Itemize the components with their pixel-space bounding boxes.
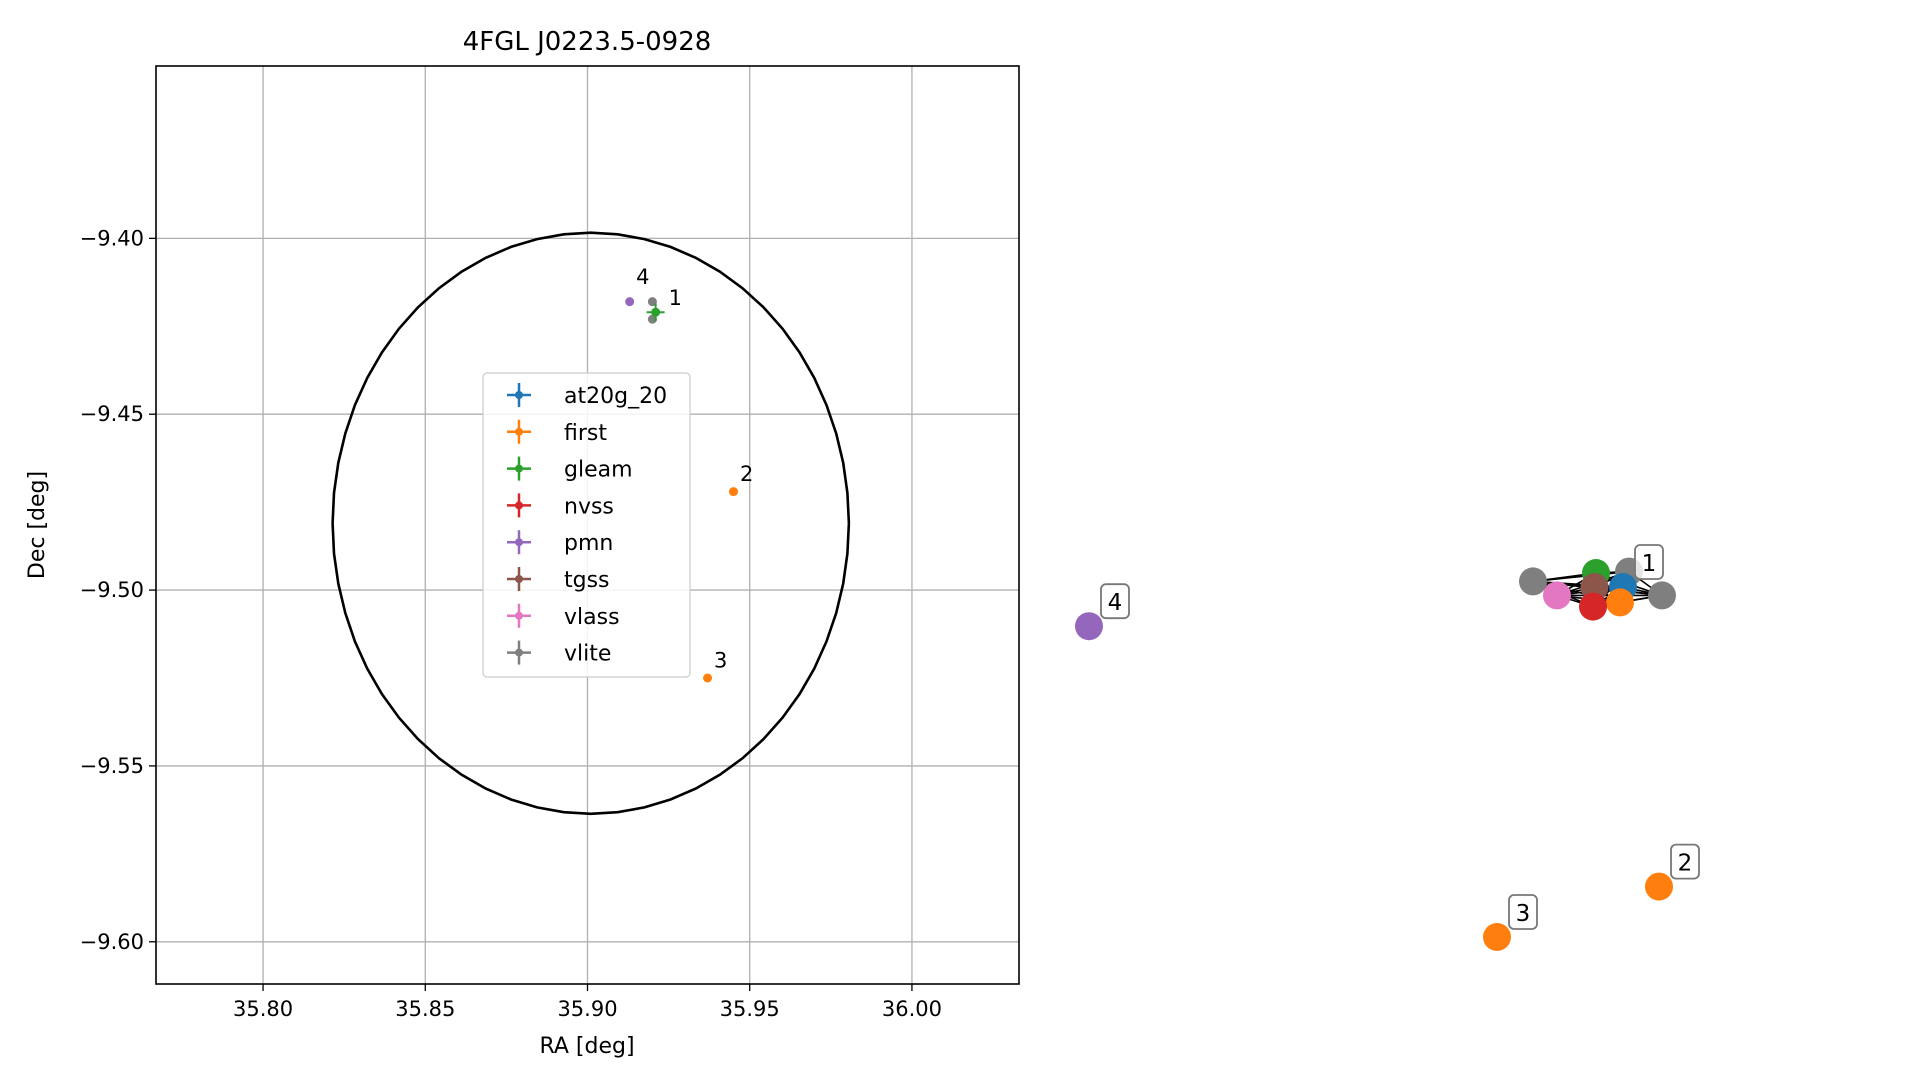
x-tick-label: 35.95 xyxy=(720,997,780,1021)
graph-label-box xyxy=(1670,843,1700,880)
graph-label-text: 1 xyxy=(1642,551,1657,577)
legend-marker-dot xyxy=(515,501,523,510)
legend-marker-dot xyxy=(515,648,523,657)
graph-label-box xyxy=(1634,544,1664,580)
graph-label-box xyxy=(1100,583,1130,620)
legend-label: first xyxy=(564,421,607,446)
point-annotation: 4 xyxy=(636,265,649,289)
legend-marker-dot xyxy=(515,464,523,473)
legend-box xyxy=(482,372,691,678)
y-tick-label: −9.60 xyxy=(80,930,144,954)
legend-label: vlass xyxy=(564,605,620,630)
point-annotation: 1 xyxy=(669,286,682,310)
localization-circle xyxy=(331,231,851,816)
graph-nodes xyxy=(1075,557,1676,951)
y-tick-label: −9.55 xyxy=(80,754,144,778)
legend-label: tgss xyxy=(564,568,610,593)
graph-node-vlass xyxy=(1543,581,1571,610)
x-tick-label: 36.00 xyxy=(882,997,942,1021)
chart-title: 4FGL J0223.5-0928 xyxy=(463,27,712,57)
point-annotation: 3 xyxy=(714,648,727,672)
point-annotation: 2 xyxy=(740,462,753,486)
legend-label: pmn xyxy=(564,531,613,556)
point-first xyxy=(703,673,713,683)
y-tick-label: −9.40 xyxy=(80,226,144,250)
legend-marker-dot xyxy=(515,391,523,399)
x-axis-label: RA [deg] xyxy=(539,1034,634,1059)
source-points xyxy=(625,297,738,683)
graph-node-pmn xyxy=(1075,612,1103,641)
localization-circle-path xyxy=(331,231,851,816)
point-pmn xyxy=(625,297,635,307)
graph-node-nvss xyxy=(1579,592,1607,621)
y-tick-label: −9.45 xyxy=(80,402,144,426)
legend-label: at20g_20 xyxy=(564,384,667,409)
graph-labels: 1 4 2 3 xyxy=(1100,544,1700,930)
graph-label-text: 2 xyxy=(1678,851,1693,877)
graph-label-text: 4 xyxy=(1108,590,1123,616)
legend-label: gleam xyxy=(564,458,633,483)
grid-lines xyxy=(156,66,1019,984)
legend-marker-dot xyxy=(515,611,523,620)
graph-node-first xyxy=(1645,872,1673,901)
graph-node-first xyxy=(1606,588,1634,617)
x-tick-label: 35.85 xyxy=(395,997,455,1021)
axis-ticks: 35.80 35.85 35.90 35.95 36.00 −9.40 −9.45 −9.50… xyxy=(80,226,942,1021)
legend-label: vlite xyxy=(564,642,611,667)
legend-marker-dot xyxy=(515,427,523,436)
crossmatch-graph-panel: 1 4 2 3 xyxy=(1075,544,1700,951)
graph-edge xyxy=(1532,570,1630,583)
point-first xyxy=(728,487,738,497)
legend-marker-dot xyxy=(515,575,523,583)
graph-label-box xyxy=(1508,894,1538,930)
y-axis-label: Dec [deg] xyxy=(25,471,50,579)
graph-node-vlite xyxy=(1648,581,1676,610)
legend-label: nvss xyxy=(564,494,614,519)
x-tick-label: 35.90 xyxy=(557,997,617,1021)
point-annotations: 41 2 3 xyxy=(636,265,753,672)
graph-node-vlite xyxy=(1519,567,1547,596)
sky-plot-panel: 41 2 3 35.80 35.85 35.90 35.95 36.00 −9.40 −9.45… xyxy=(25,27,1020,1059)
graph-label-text: 3 xyxy=(1516,901,1531,927)
legend-marker-dot xyxy=(515,538,523,547)
graph-node-first xyxy=(1483,923,1511,951)
point-gleam xyxy=(651,307,661,317)
y-tick-label: −9.50 xyxy=(80,578,144,602)
x-tick-label: 35.80 xyxy=(233,997,293,1021)
